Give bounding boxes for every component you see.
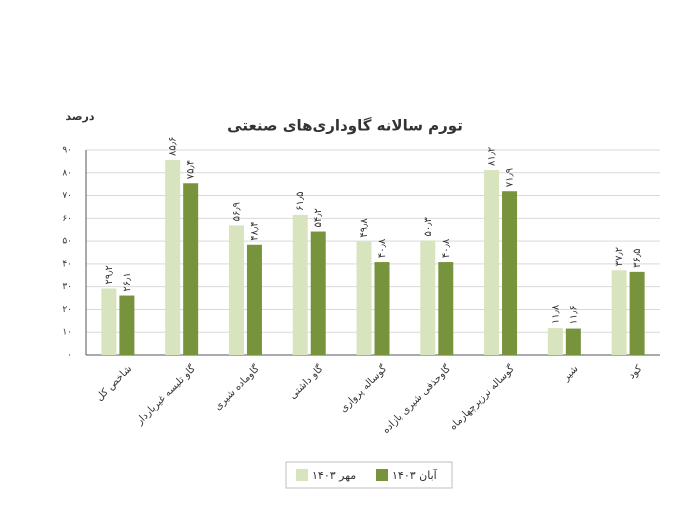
bar: [611, 270, 627, 355]
bar: [246, 244, 262, 355]
value-label: ۵۶٫۹: [231, 202, 242, 221]
bar: [629, 271, 645, 355]
bar: [502, 191, 518, 355]
bar: [547, 328, 563, 355]
value-label: ۷۱٫۹: [505, 168, 516, 187]
legend-label: آبان ۱۴۰۳: [392, 468, 438, 482]
bar: [292, 214, 308, 355]
y-tick-label: ۷۰: [62, 191, 72, 201]
bar: [374, 262, 390, 355]
bar: [484, 170, 500, 355]
value-label: ۵۰٫۳: [423, 216, 434, 236]
bar: [228, 225, 244, 355]
value-label: ۱۱٫۸: [550, 304, 561, 324]
value-label: ۸۱٫۲: [487, 147, 498, 166]
x-tick-label: شیر: [560, 363, 580, 383]
bar: [420, 240, 436, 355]
y-tick-label: ۸۰: [62, 168, 72, 178]
x-tick-label: گاوحذفی شیری بازاده: [380, 363, 453, 436]
value-label: ۴۰٫۸: [377, 238, 388, 258]
x-tick-label: گاوماده شیری: [212, 363, 262, 413]
value-label: ۳۷٫۲: [614, 247, 625, 266]
value-label: ۵۴٫۲: [313, 208, 324, 227]
x-tick-label: کود: [626, 363, 644, 381]
y-tick-label: ۶۰: [62, 214, 72, 224]
bar: [438, 262, 454, 355]
x-tick-label: گوساله نرزیرچهارماه: [447, 363, 517, 433]
bar: [165, 160, 181, 355]
value-label: ۲۶٫۱: [122, 272, 133, 291]
legend-swatch: [296, 469, 308, 481]
legend-box: [285, 461, 453, 489]
y-tick-label: ۰: [67, 351, 72, 361]
y-tick-label: ۳۰: [62, 282, 72, 292]
bar: [356, 241, 372, 355]
bar: [101, 288, 117, 355]
value-label: ۳۶٫۵: [632, 248, 643, 267]
value-label: ۴۹٫۸: [359, 218, 370, 238]
x-tick-label: شاخص کل: [94, 363, 134, 403]
value-label: ۶۱٫۵: [295, 192, 306, 211]
bar: [310, 231, 326, 355]
y-tick-label: ۱۰: [62, 328, 72, 338]
bar: [183, 183, 199, 355]
value-label: ۸۵٫۶: [168, 137, 179, 156]
x-tick-label: گاو داشتی: [287, 363, 326, 402]
y-tick-label: ۴۰: [62, 259, 72, 269]
value-label: ۱۱٫۶: [568, 305, 579, 324]
y-axis-label: درصد: [66, 110, 95, 123]
y-tick-label: ۹۰: [62, 146, 72, 156]
bar: [565, 328, 581, 355]
value-label: ۴۸٫۴: [249, 221, 260, 240]
bar: [119, 295, 135, 355]
x-tick-label: گاو تلیسه غیرباردار: [133, 363, 198, 428]
x-tick-label: گوساله پرواری: [337, 363, 389, 415]
legend-swatch: [376, 469, 388, 481]
value-label: ۴۰٫۸: [441, 238, 452, 258]
chart-title: تورم سالانه گاوداری‌های صنعتی: [227, 117, 463, 135]
value-label: ۷۵٫۴: [186, 160, 197, 179]
legend-label: مهر ۱۴۰۳: [312, 469, 356, 482]
y-tick-label: ۲۰: [62, 305, 72, 315]
value-label: ۲۹٫۲: [104, 265, 115, 284]
y-tick-label: ۵۰: [62, 237, 72, 247]
